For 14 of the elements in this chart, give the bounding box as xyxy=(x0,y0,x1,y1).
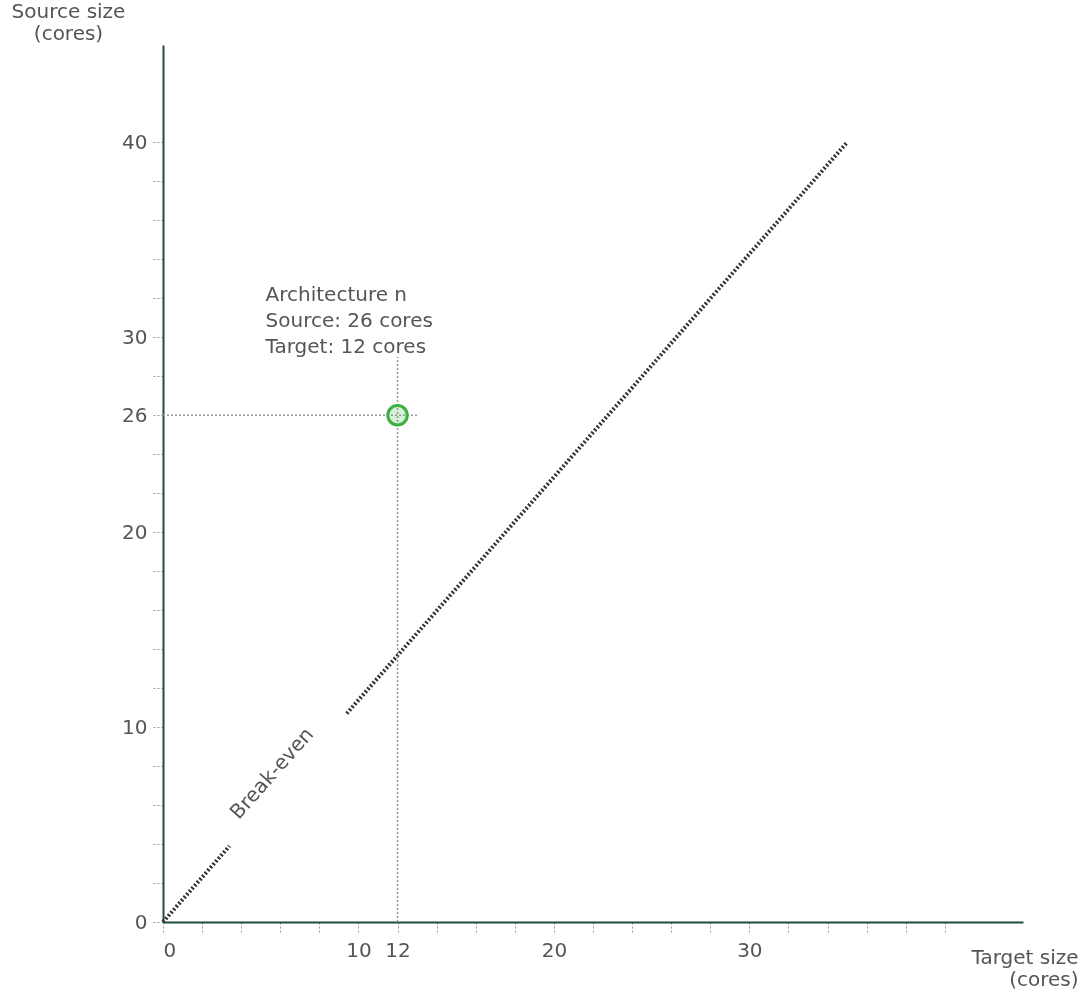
annotation: Architecture n Source: 26 cores Target: 12 cores xyxy=(264,282,433,359)
x-tick-label: 30 xyxy=(737,937,763,962)
y-tick-label: 40 xyxy=(122,129,148,154)
x-tick-label: 12 xyxy=(385,937,411,962)
y-tick-label: 20 xyxy=(122,519,148,544)
y-tick-label: 10 xyxy=(122,714,148,739)
y-tick-label: 30 xyxy=(122,324,148,349)
y-tick-label: 26 xyxy=(122,402,148,427)
x-tick-label: 0 xyxy=(163,937,177,962)
x-tick-label: 10 xyxy=(346,937,372,962)
x-axis-title: Target size (cores) xyxy=(970,944,1079,991)
y-tick-label: 0 xyxy=(134,909,148,934)
y-axis-title: Source size (cores) xyxy=(11,0,126,45)
x-tick-label: 20 xyxy=(541,937,568,962)
